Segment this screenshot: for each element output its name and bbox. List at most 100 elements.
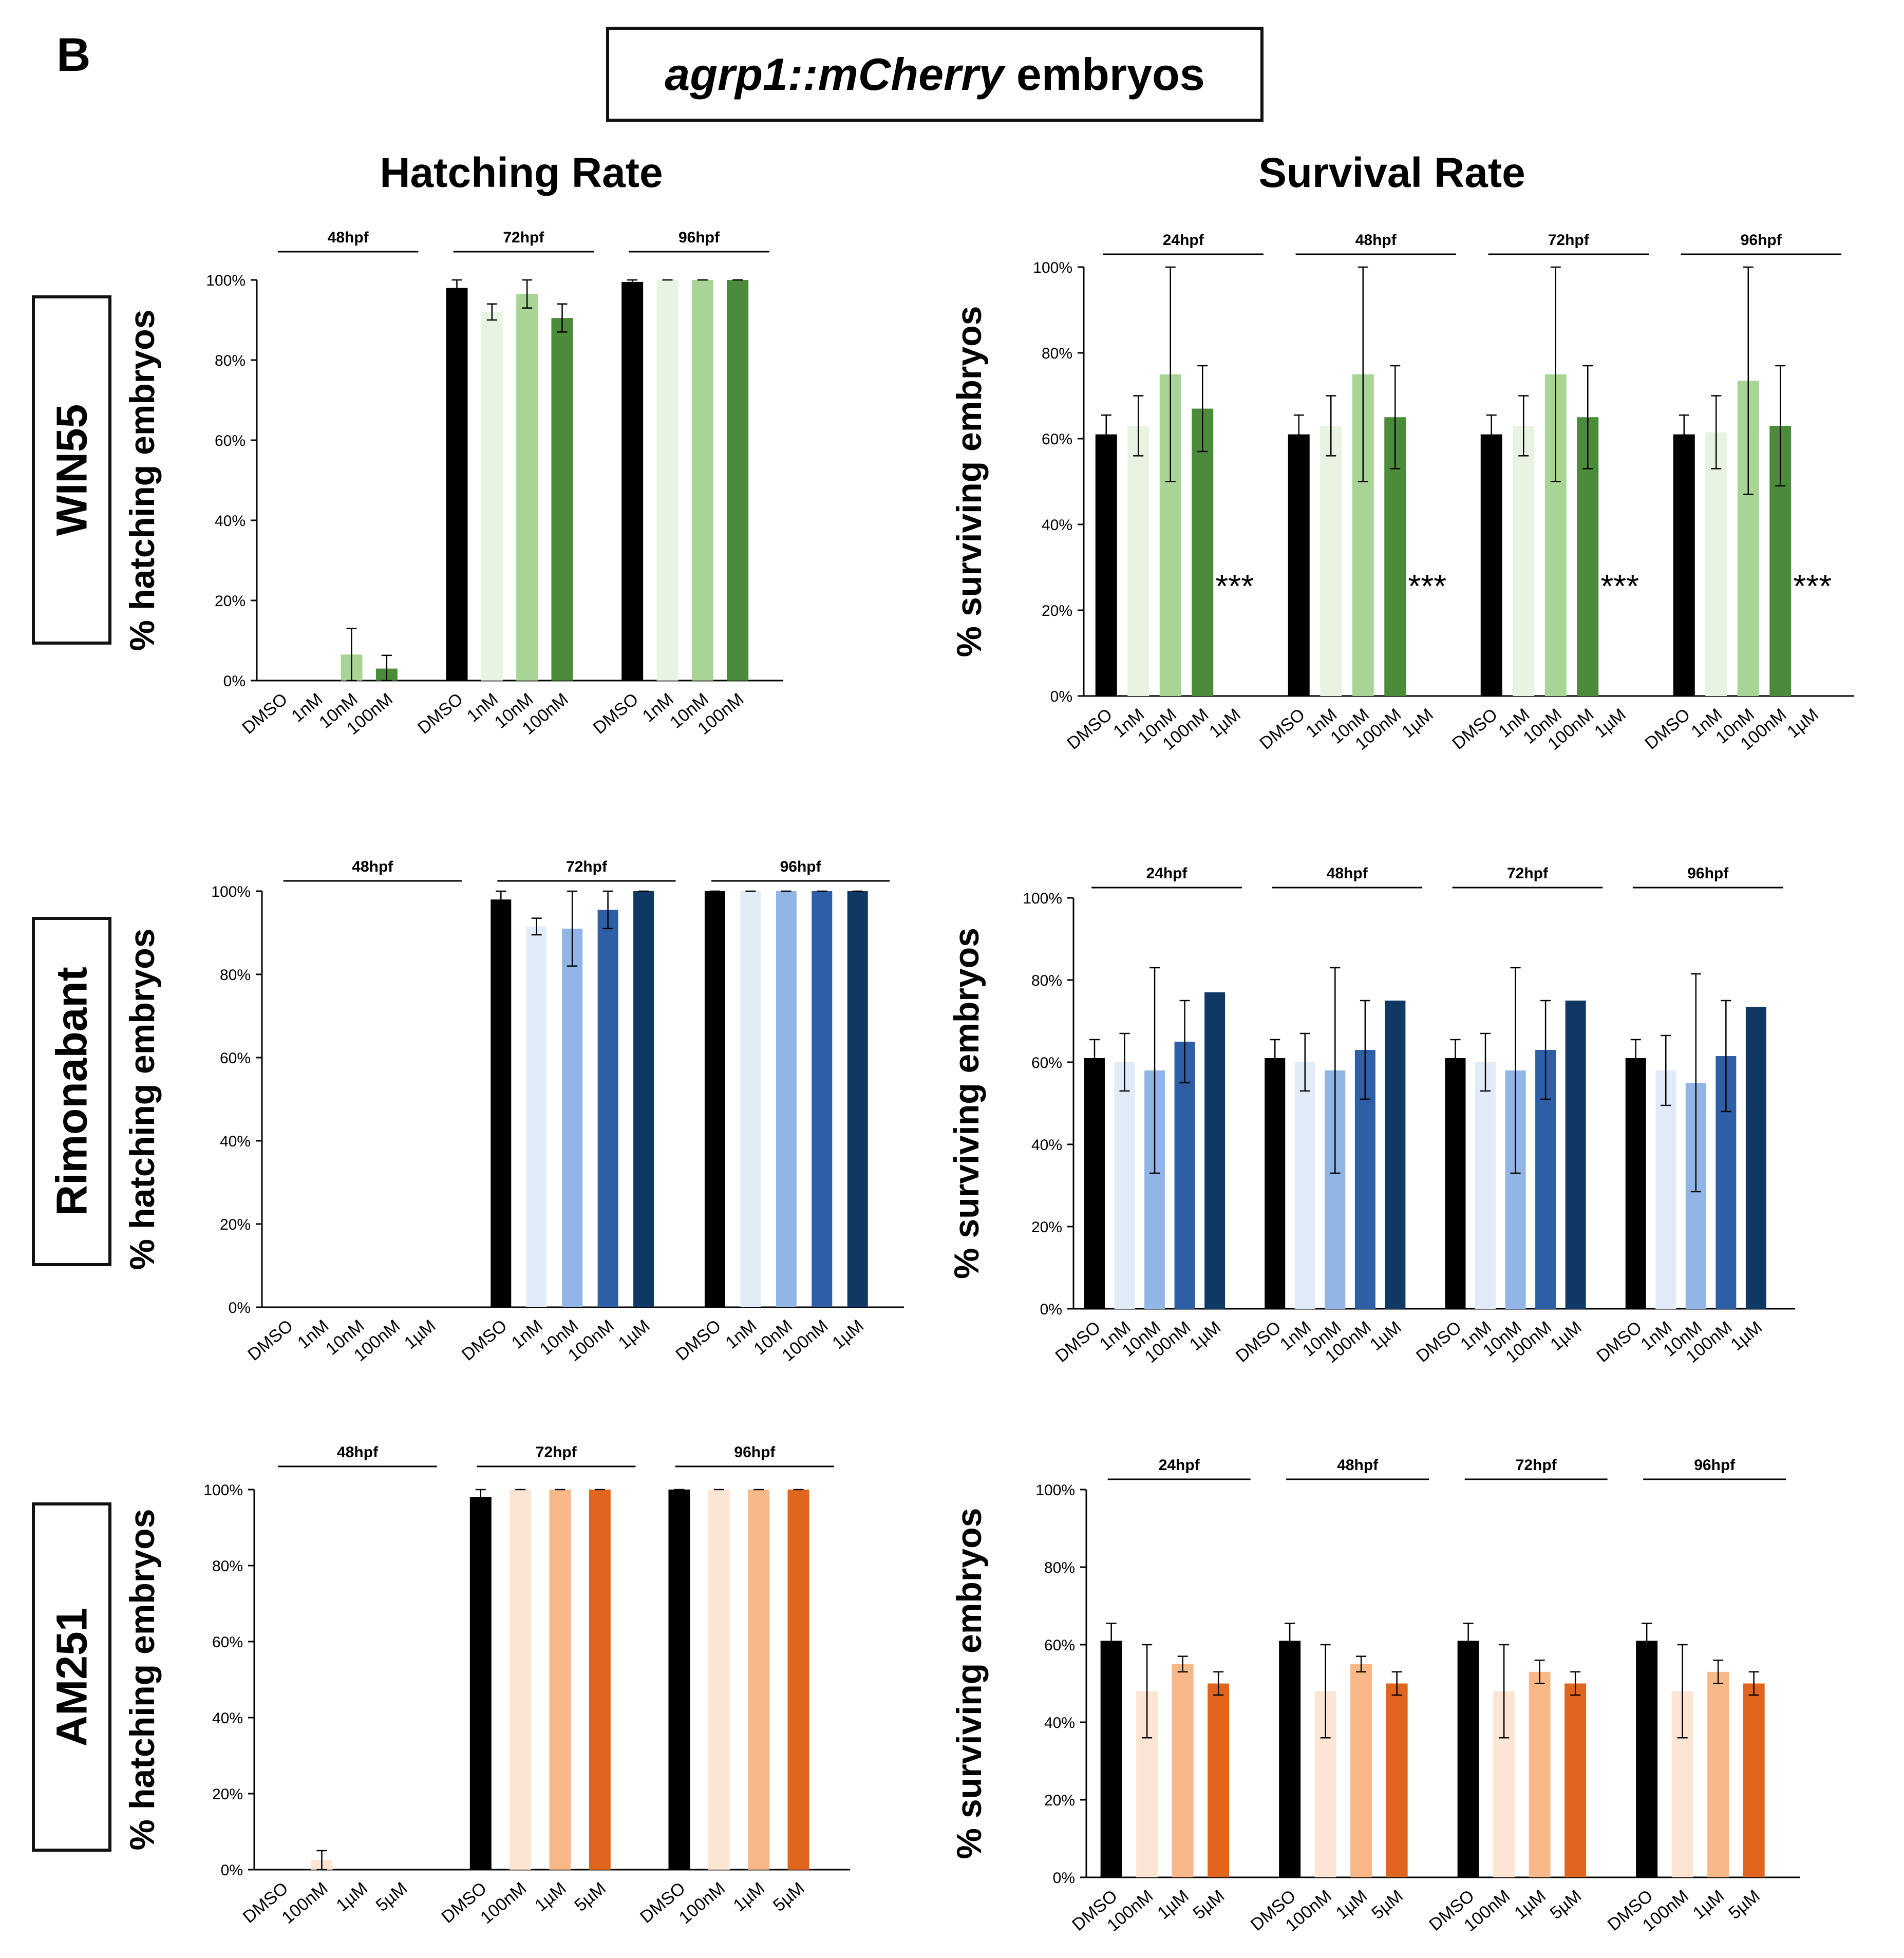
significance-annotation: *** [1600,568,1639,605]
y-tick-label: 0% [221,1862,243,1879]
y-tick-label: 60% [1031,1055,1062,1071]
category-label: 1µM [1511,1886,1550,1923]
significance-annotation: *** [1793,568,1832,605]
bar [1386,1683,1408,1877]
y-tick-label: 40% [215,513,246,530]
category-label: 1µM [1186,1317,1225,1354]
group-label: 96hpf [1694,1457,1736,1474]
row-label-am251: AM251 [32,1502,111,1852]
y-tick-label: 60% [220,1050,251,1067]
category-label: 1µM [401,1316,440,1353]
category-label: 1µM [1727,1317,1766,1354]
bar [1100,1641,1122,1877]
category-label: DMSO [590,689,643,738]
y-tick-label: 80% [1042,345,1072,362]
group-label: 96hpf [734,1444,776,1461]
bar [1204,992,1226,1309]
bar [1192,408,1214,696]
group-label: 96hpf [1687,865,1729,882]
bar [469,1497,492,1870]
bar [1743,1683,1765,1877]
y-tick-label: 20% [212,1786,243,1803]
category-label: 1µM [730,1878,769,1915]
category-label: DMSO [414,689,467,738]
bar [787,1490,809,1870]
category-label: 1µM [1591,705,1630,742]
bar [748,1490,770,1870]
figure-title-italic: agrp1::mCherry [665,48,1004,100]
significance-annotation: *** [1215,568,1254,605]
bar [516,294,538,681]
bar [1208,1683,1230,1877]
y-tick-label: 100% [1023,890,1062,907]
group-label: 72hpf [566,858,608,875]
chart-win55-survival: 0% 20% 40% 60% 80% 100% % surviving embryos 24h… [950,232,1854,754]
category-label: 1µM [332,1878,371,1915]
bar [1265,1058,1286,1309]
bar [1705,432,1727,696]
significance-annotation: *** [1408,568,1446,605]
group-label: 72hpf [1516,1457,1557,1474]
category-label: 1µM [531,1878,570,1915]
y-tick-label: 0% [1040,1301,1062,1318]
group-label: 96hpf [1741,232,1782,249]
category-label: 5µM [1547,1886,1586,1923]
category-label: 5µM [372,1878,411,1915]
bar [847,891,868,1307]
category-label: 1µM [1783,705,1822,742]
y-tick-label: 0% [1050,688,1072,705]
row-label-win55: WIN55 [32,295,111,645]
group-label: 24hpf [1163,232,1204,249]
chart-am251-survival: 0% 20% 40% 60% 80% 100% % surviving embryos 24h… [950,1457,1800,1935]
group-label: 48hpf [328,229,369,246]
bar [510,1490,532,1870]
bar [1320,425,1342,696]
category-label: DMSO [672,1316,725,1365]
chart-rimonabant-survival: 0% 20% 40% 60% 80% 100% % surviving embryos 24h… [947,865,1795,1367]
y-tick-label: 100% [206,272,246,289]
y-axis-label: % hatching embryos [123,309,162,651]
bar [727,280,749,681]
bar [1707,1671,1729,1877]
category-label: DMSO [238,689,291,738]
bar [562,928,583,1307]
y-axis-label: % hatching embryos [123,1509,162,1850]
bar [1385,1001,1406,1309]
category-label: DMSO [1052,1317,1105,1366]
group-label: 24hpf [1146,865,1187,882]
y-tick-label: 80% [212,1558,243,1575]
bar [1636,1641,1658,1877]
y-tick-label: 60% [1042,431,1072,448]
y-tick-label: 80% [215,352,246,369]
category-label: 1µM [1366,1317,1405,1354]
category-label: 5µM [769,1878,808,1915]
category-label: 5µM [1190,1886,1229,1923]
category-label: DMSO [1448,705,1501,754]
group-label: 48hpf [352,858,393,875]
category-label: DMSO [1232,1317,1285,1366]
y-tick-label: 40% [212,1710,243,1727]
bar [1529,1671,1551,1877]
y-tick-label: 20% [1042,603,1072,619]
bar [1288,434,1310,696]
bar [1475,1062,1496,1309]
category-label: DMSO [1063,705,1116,754]
category-label: 5µM [571,1878,610,1915]
figure-title: agrp1::mCherry embryos [606,27,1264,122]
y-tick-label: 100% [1033,259,1072,276]
bar [446,288,468,681]
category-label: 1µM [1547,1317,1586,1354]
y-tick-label: 100% [1035,1482,1075,1499]
bar [1127,425,1149,696]
bar [656,280,678,681]
chart-rimonabant-hatching: 0% 20% 40% 60% 80% 100% % hatching embryos 48hp… [123,858,904,1365]
y-tick-label: 100% [211,883,251,900]
bar [1625,1058,1646,1309]
group-label: 72hpf [503,229,544,246]
row-label-rimonabant: Rimonabant [32,917,111,1266]
y-tick-label: 20% [220,1216,251,1233]
bar [1114,1062,1135,1309]
bar [491,899,512,1307]
group-label: 72hpf [1507,865,1549,882]
category-label: 5µM [1368,1886,1407,1923]
